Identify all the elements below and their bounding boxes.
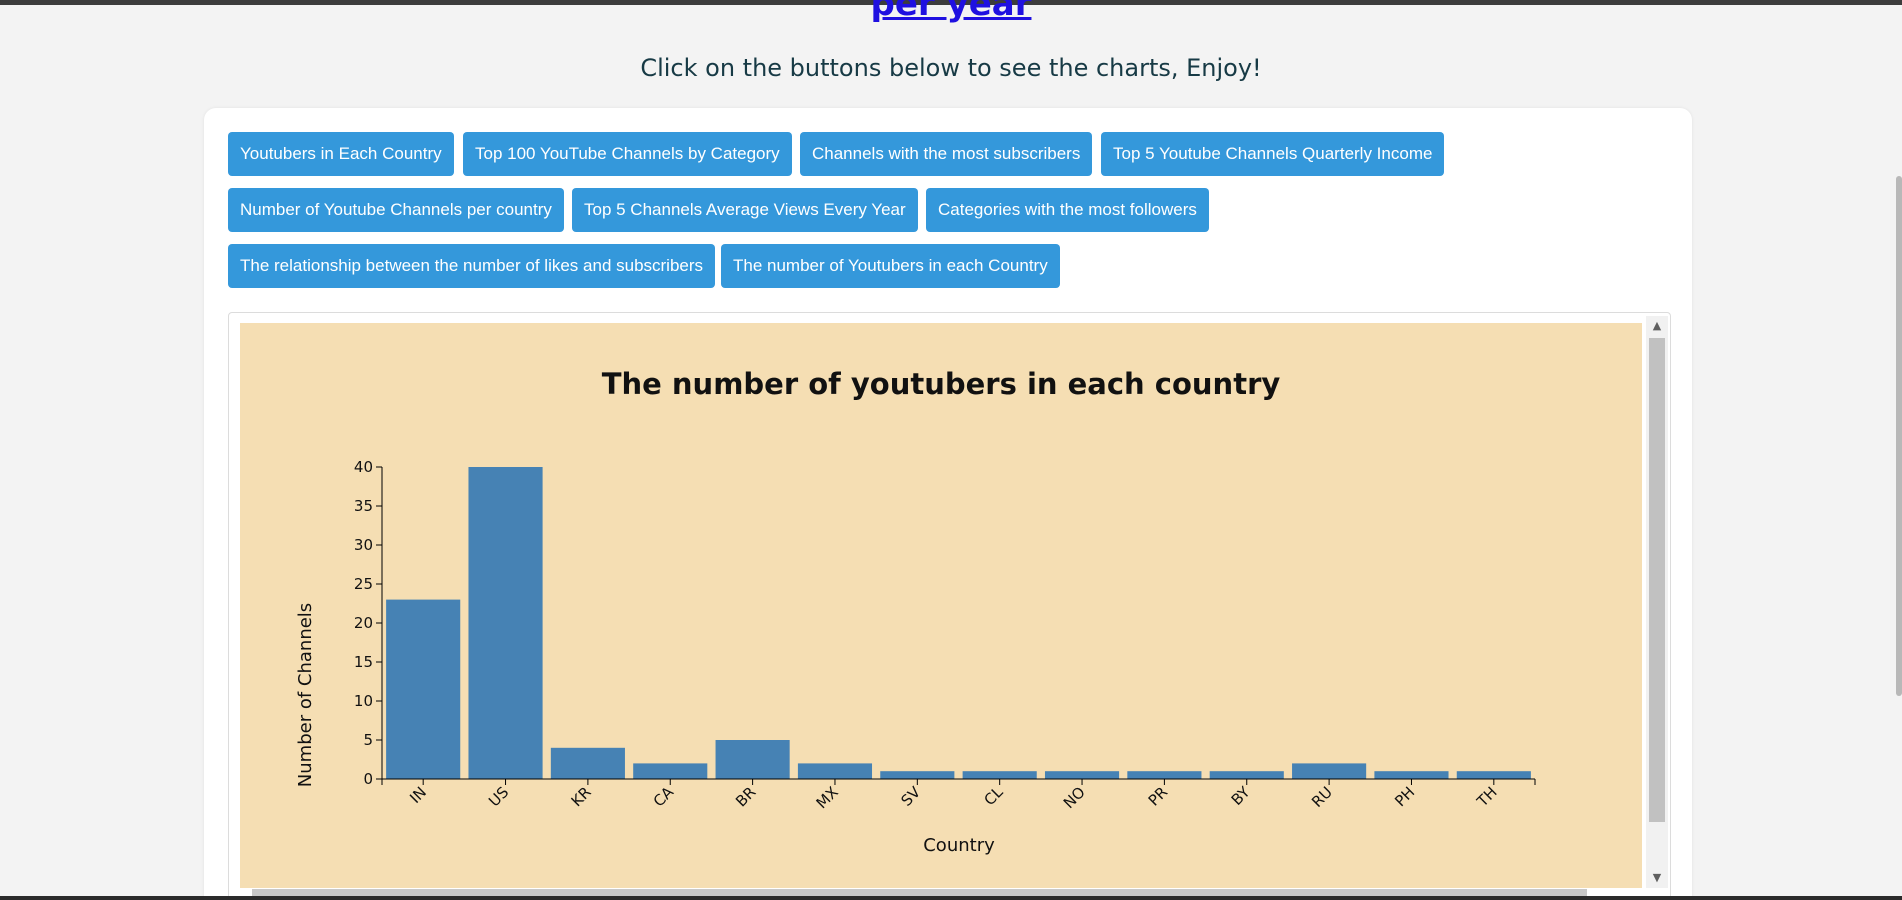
x-tick-label: NO [1060, 783, 1089, 812]
window-top-border [0, 0, 1902, 5]
taskbar-strip [0, 896, 1902, 900]
bar-ph [1374, 771, 1449, 779]
bar-mx [797, 763, 873, 779]
x-tick-label: MX [813, 783, 842, 812]
x-tick-label: US [485, 783, 512, 810]
chart-panel: The number of youtubers in each country … [240, 323, 1642, 888]
scroll-up-arrow-icon[interactable]: ▲ [1652, 319, 1662, 332]
x-axis: IN US KR CA BR MX SV CL NO PR BY RU PH TH [381, 778, 1536, 812]
bar-kr [550, 747, 625, 779]
channels-per-country-button[interactable]: Number of Youtube Channels per country [228, 188, 564, 232]
y-tick-label: 0 [363, 770, 373, 788]
x-tick-label: CA [650, 783, 678, 811]
bar-ca [633, 763, 708, 779]
bar-us [468, 467, 543, 779]
x-tick-label: BY [1228, 783, 1254, 809]
average-views-button[interactable]: Top 5 Channels Average Views Every Year [572, 188, 918, 232]
y-axis: 0 5 10 15 20 25 30 35 40 [354, 458, 383, 788]
x-tick-label: KR [568, 783, 595, 810]
x-tick-label: BR [732, 783, 759, 810]
youtubers-per-country-button[interactable]: The number of Youtubers in each Country [721, 244, 1060, 288]
scroll-down-arrow-icon[interactable]: ▼ [1652, 871, 1662, 884]
top-100-channels-category-button[interactable]: Top 100 YouTube Channels by Category [463, 132, 792, 176]
page-subtitle: Click on the buttons below to see the ch… [640, 54, 1262, 82]
y-axis-label: Number of Channels [295, 603, 316, 787]
most-subscribers-button[interactable]: Channels with the most subscribers [800, 132, 1093, 176]
x-tick-label: IN [406, 783, 430, 807]
y-tick-label: 35 [354, 497, 373, 515]
y-tick-label: 25 [354, 575, 373, 593]
x-tick-label: PH [1391, 783, 1418, 810]
bar-ru [1292, 763, 1367, 779]
bar-pr [1127, 771, 1202, 779]
x-tick-label: PR [1145, 783, 1171, 809]
y-tick-label: 30 [354, 536, 373, 554]
page-heading-link[interactable]: per year [870, 0, 1032, 24]
bar-in [386, 599, 461, 779]
bars-group [386, 467, 1531, 779]
bar-no [1044, 771, 1120, 779]
youtubers-each-country-button[interactable]: Youtubers in Each Country [228, 132, 454, 176]
y-tick-label: 15 [354, 653, 373, 671]
scroll-thumb[interactable] [1649, 338, 1665, 822]
bar-th [1456, 771, 1531, 779]
x-tick-label: CL [980, 783, 1006, 809]
bar-by [1209, 771, 1284, 779]
page-scroll-thumb[interactable] [1896, 176, 1902, 696]
x-axis-label: Country [923, 835, 995, 856]
y-tick-label: 20 [354, 614, 373, 632]
y-tick-label: 10 [354, 692, 373, 710]
bar-chart: 0 5 10 15 20 25 30 35 40 IN US KR CA BR MX SV CL NO PR BY R… [295, 458, 1536, 856]
x-tick-label: RU [1308, 783, 1336, 811]
x-tick-label: TH [1473, 783, 1501, 811]
categories-followers-button[interactable]: Categories with the most followers [926, 188, 1209, 232]
y-tick-label: 5 [363, 731, 373, 749]
horizontal-scrollbar[interactable] [252, 889, 1587, 900]
y-tick-label: 40 [354, 458, 373, 476]
bar-br [715, 740, 790, 779]
quarterly-income-button[interactable]: Top 5 Youtube Channels Quarterly Income [1101, 132, 1445, 176]
likes-subscribers-button[interactable]: The relationship between the number of l… [228, 244, 716, 288]
bar-sv [880, 771, 955, 779]
chart-scrollbar[interactable]: ▲ ▼ [1646, 316, 1668, 888]
chart-title: The number of youtubers in each country [601, 367, 1281, 401]
x-tick-label: SV [897, 783, 924, 810]
bar-cl [962, 771, 1037, 779]
